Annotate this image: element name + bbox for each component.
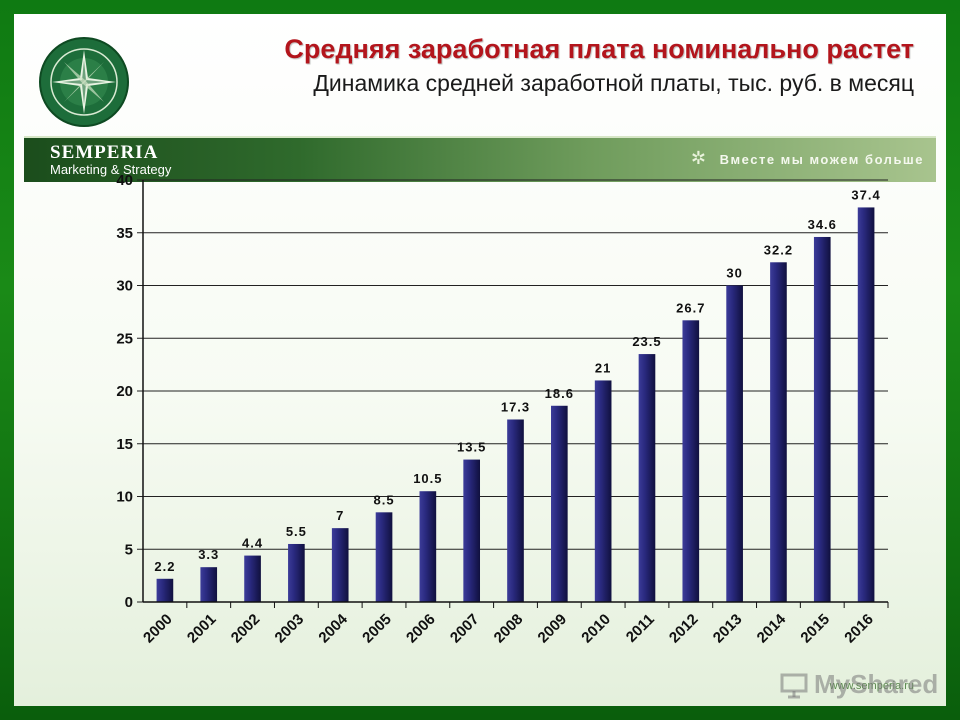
x-tick-label: 2016: [841, 611, 877, 647]
bar-2007: [463, 459, 481, 602]
x-tick-label: 2014: [754, 610, 790, 646]
star-icon: ✲: [690, 148, 706, 168]
page-title: Средняя заработная плата номинально раст…: [284, 34, 914, 64]
bar-2010: [594, 380, 612, 602]
bar-2015: [813, 236, 831, 602]
data-label: 23.5: [632, 334, 661, 349]
x-tick-label: 2013: [710, 611, 746, 647]
x-tick-label: 2003: [272, 611, 308, 647]
x-tick-label: 2004: [315, 610, 351, 646]
bar-2012: [682, 320, 700, 602]
data-label: 7: [336, 508, 344, 523]
y-tick-label: 0: [125, 594, 133, 611]
x-tick-label: 2005: [359, 611, 395, 647]
x-tick-label: 2010: [578, 611, 614, 647]
y-tick-label: 30: [116, 278, 133, 295]
data-label: 4.4: [242, 536, 263, 551]
bar-2000: [156, 578, 174, 602]
data-label: 13.5: [457, 440, 486, 455]
data-label: 37.4: [851, 187, 880, 202]
bar-2009: [550, 405, 568, 602]
x-tick-label: 2000: [140, 611, 176, 647]
x-tick-label: 2007: [447, 611, 483, 647]
banner-brand: SEMPERIA: [50, 142, 159, 163]
banner-slogan: Вместе мы можем больше: [719, 152, 924, 167]
semperia-logo-icon: [39, 37, 129, 127]
bar-2005: [375, 512, 393, 602]
bar-2006: [419, 491, 437, 602]
x-tick-label: 2015: [797, 611, 833, 647]
y-tick-label: 20: [116, 383, 133, 400]
data-label: 5.5: [286, 524, 307, 539]
data-label: 17.3: [501, 399, 530, 414]
y-tick-label: 25: [116, 330, 133, 347]
bar-2008: [507, 419, 524, 602]
brand-banner: SEMPERIA Marketing & Strategy ✲ Вместе м…: [24, 136, 936, 182]
x-tick-label: 2006: [403, 611, 439, 647]
bar-2003: [288, 543, 305, 602]
footer-url[interactable]: www.semperia.ru: [829, 680, 914, 692]
bar-2013: [726, 285, 743, 602]
watermark-text: MyShared: [814, 669, 939, 699]
data-label: 21: [595, 360, 611, 375]
y-tick-label: 35: [116, 225, 133, 242]
bar-2002: [244, 555, 261, 602]
x-tick-label: 2001: [184, 611, 220, 647]
presentation-board-icon: [780, 673, 808, 699]
y-tick-label: 5: [125, 541, 133, 558]
x-tick-label: 2008: [491, 611, 527, 647]
data-label: 3.3: [198, 547, 219, 562]
x-tick-label: 2009: [535, 611, 571, 647]
y-tick-label: 10: [116, 489, 133, 506]
x-tick-label: 2002: [228, 611, 264, 647]
bar-2004: [331, 528, 349, 602]
y-tick-label: 15: [116, 436, 133, 453]
watermark: MyShared: [780, 669, 940, 705]
data-label: 18.6: [545, 386, 574, 401]
x-tick-label: 2012: [666, 611, 702, 647]
bar-2011: [638, 354, 656, 602]
data-label: 8.5: [373, 492, 394, 507]
page-subtitle: Динамика средней заработной платы, тыс. …: [313, 70, 914, 96]
data-label: 10.5: [413, 471, 442, 486]
data-label: 30: [726, 266, 742, 281]
bar-2001: [200, 567, 218, 602]
data-label: 2.2: [154, 559, 175, 574]
data-label: 34.6: [808, 217, 837, 232]
bar-2016: [857, 207, 875, 602]
data-label: 32.2: [764, 242, 793, 257]
bar-2014: [770, 262, 787, 602]
x-tick-label: 2011: [623, 611, 658, 646]
data-label: 26.7: [676, 300, 705, 315]
banner-brand-sub: Marketing & Strategy: [50, 162, 172, 177]
y-tick-label: 40: [116, 172, 133, 189]
